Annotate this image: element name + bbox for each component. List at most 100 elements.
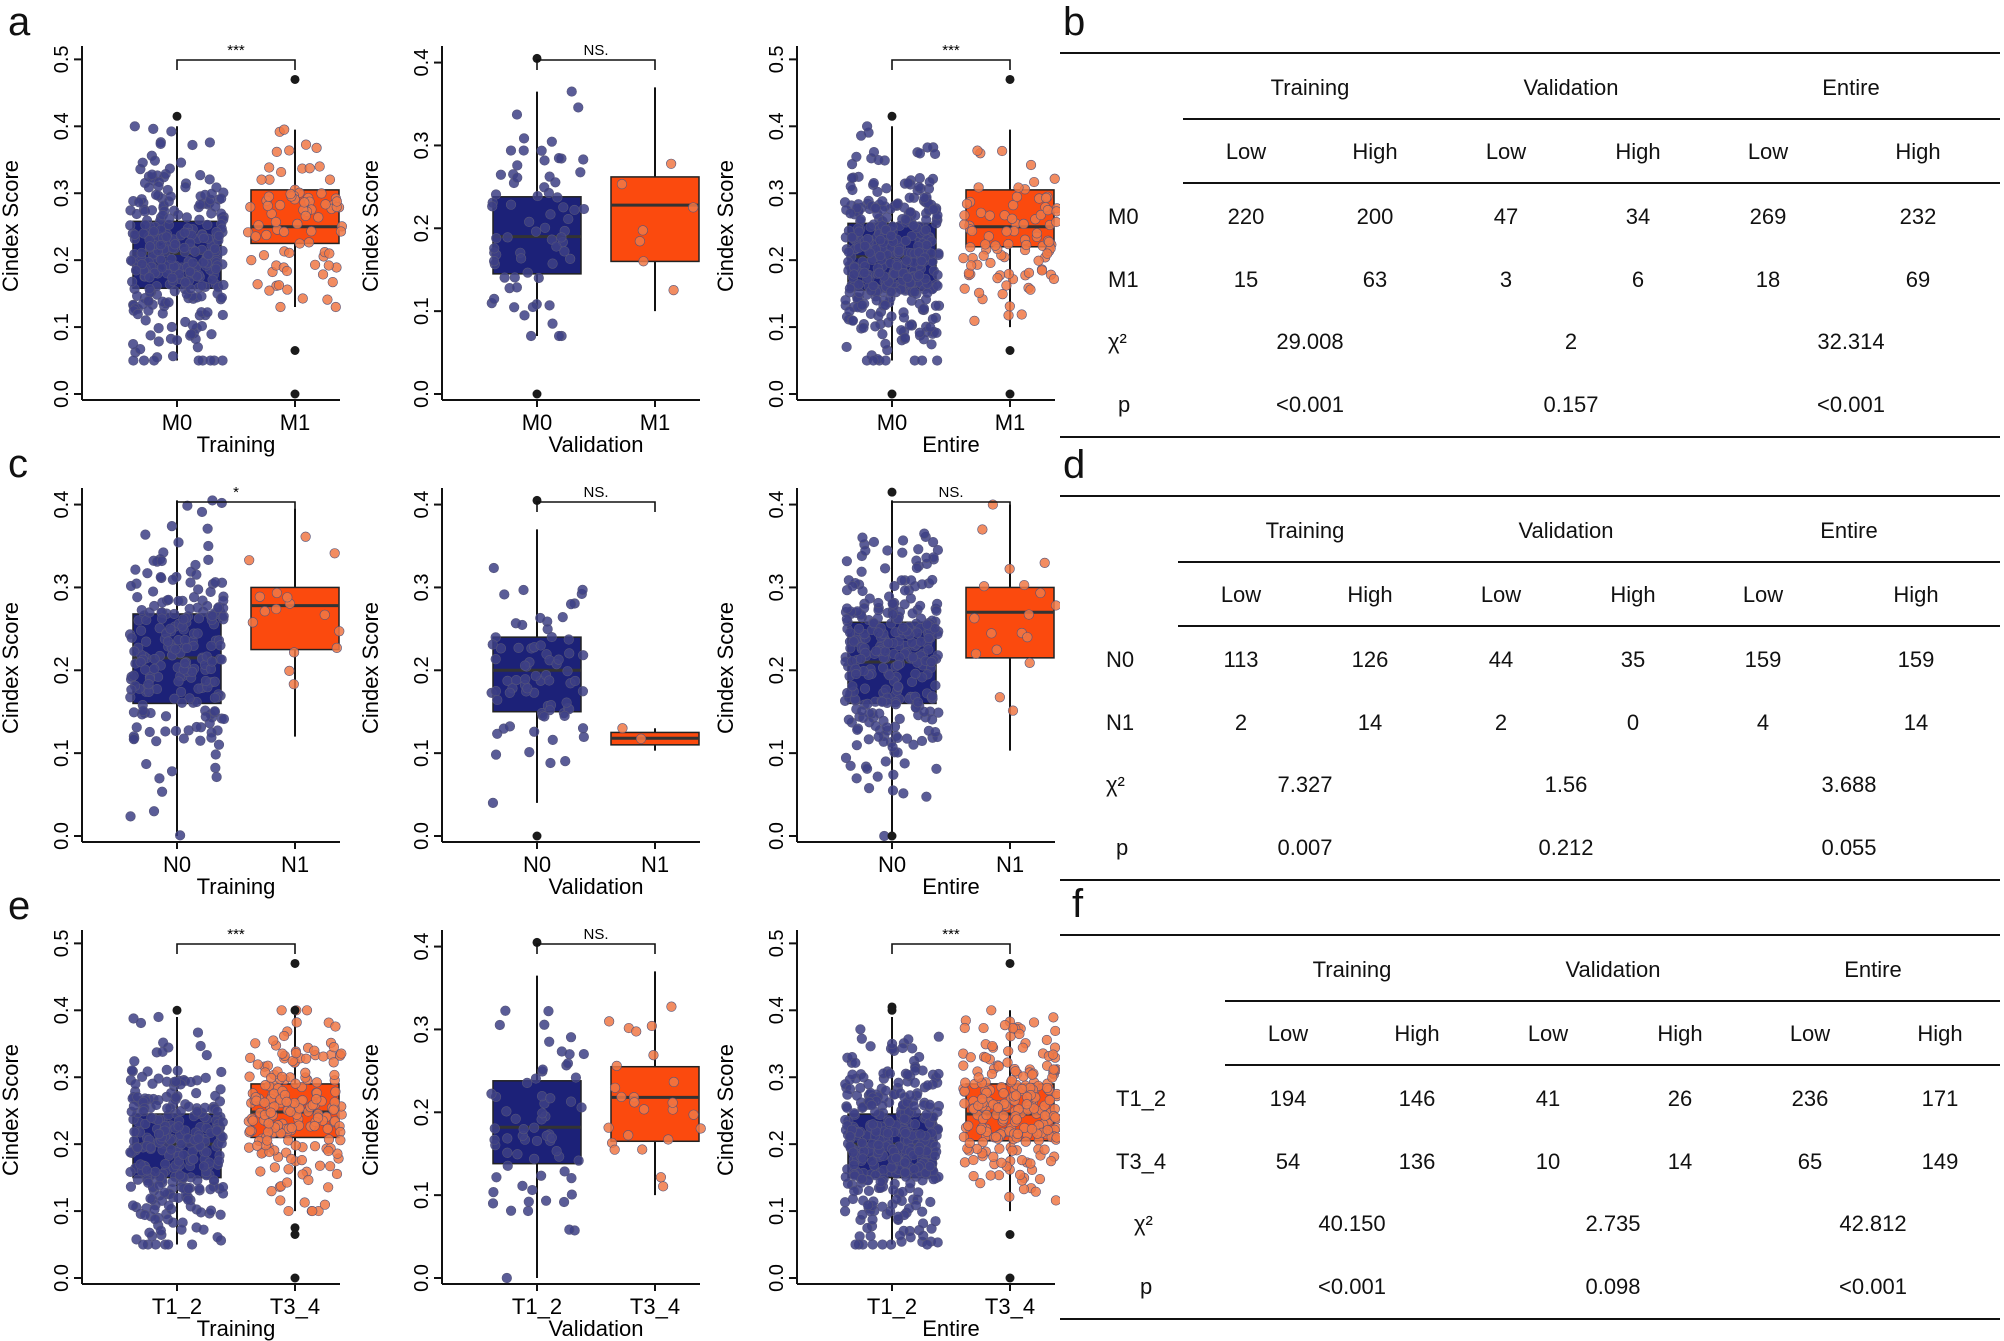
data-point	[924, 176, 935, 188]
data-point	[570, 1072, 582, 1083]
data-point	[893, 1077, 904, 1088]
data-point	[178, 733, 189, 744]
data-point	[904, 320, 915, 331]
y-tick-label: 0.0	[766, 822, 788, 850]
data-point	[877, 696, 888, 707]
data-point	[891, 1152, 902, 1164]
table-cell: 2	[1234, 710, 1248, 735]
data-point	[510, 1113, 521, 1124]
data-point	[192, 628, 203, 639]
data-point	[539, 222, 551, 233]
box	[610, 176, 700, 263]
data-point	[300, 210, 311, 222]
data-point	[908, 739, 919, 750]
data-point	[527, 301, 538, 313]
y-tick-label: 0.4	[411, 933, 433, 961]
data-point	[917, 1218, 929, 1229]
data-point	[210, 263, 222, 274]
data-point	[301, 1053, 312, 1064]
data-point	[324, 174, 336, 185]
data-point	[160, 711, 172, 722]
x-axis-label: Entire	[922, 432, 979, 457]
data-point	[1042, 248, 1053, 259]
data-point	[575, 167, 586, 178]
outlier-point	[887, 111, 897, 121]
data-point	[245, 1125, 256, 1136]
data-point	[547, 318, 558, 329]
x-axis-label: Entire	[922, 1316, 979, 1341]
data-point	[163, 594, 174, 605]
data-point	[202, 523, 213, 534]
outlier-point	[887, 1005, 897, 1015]
y-tick-label: 0.0	[411, 822, 433, 850]
table-cell: 1.56	[1544, 772, 1588, 797]
data-point	[558, 202, 569, 213]
data-point	[577, 584, 588, 595]
data-point	[181, 212, 192, 223]
data-point	[172, 209, 184, 220]
x-axis-label: Training	[197, 432, 276, 457]
data-point	[986, 1005, 997, 1016]
data-point	[125, 220, 136, 231]
data-point	[129, 121, 140, 132]
table-cell: 69	[1905, 267, 1931, 292]
data-point	[918, 1230, 929, 1241]
data-point	[263, 1118, 274, 1129]
data-point	[502, 232, 513, 243]
data-point	[848, 636, 859, 647]
data-point	[858, 1072, 869, 1083]
data-point	[887, 741, 898, 753]
data-point	[1028, 1017, 1040, 1028]
data-point	[975, 1178, 986, 1189]
data-point	[512, 1149, 523, 1160]
data-point	[855, 653, 867, 665]
data-point	[191, 569, 202, 580]
data-point	[145, 1142, 156, 1153]
data-point	[138, 1106, 149, 1117]
table-cell: 0.055	[1821, 835, 1877, 860]
data-point	[211, 771, 222, 783]
data-point	[311, 1077, 322, 1088]
data-point	[892, 659, 904, 671]
data-point	[857, 532, 868, 543]
data-point	[245, 201, 256, 213]
data-point	[565, 1032, 577, 1043]
data-point	[578, 154, 589, 165]
y-tick-label: 0.2	[766, 246, 788, 274]
data-point	[144, 272, 155, 283]
data-point	[873, 627, 884, 638]
data-point	[173, 537, 184, 548]
data-point	[907, 1043, 918, 1054]
data-point	[877, 1201, 888, 1212]
data-point	[136, 259, 148, 270]
table-rule	[1060, 436, 2000, 438]
data-point	[959, 1022, 970, 1034]
data-point	[160, 1158, 171, 1170]
data-point	[336, 1048, 347, 1059]
data-point	[914, 148, 926, 159]
data-point	[880, 338, 891, 349]
panel-label-a: a	[8, 0, 31, 44]
data-point	[216, 1066, 227, 1078]
data-point	[1008, 200, 1019, 211]
data-point	[319, 1199, 331, 1210]
significance-bracket	[891, 501, 1011, 512]
data-point	[914, 1051, 925, 1063]
data-point	[564, 1049, 575, 1060]
data-point	[318, 1051, 329, 1062]
data-point	[959, 1157, 971, 1168]
data-point	[1050, 1112, 1060, 1123]
table-cell: 54	[1275, 1149, 1301, 1174]
data-point	[617, 723, 628, 734]
data-point	[517, 1180, 528, 1192]
table-cell: 3	[1499, 267, 1513, 292]
data-point	[173, 595, 184, 607]
data-point	[292, 218, 303, 230]
data-point	[553, 330, 565, 342]
data-point	[488, 256, 500, 267]
data-point	[930, 300, 941, 311]
y-tick-label: 0.0	[766, 1264, 788, 1292]
data-point	[1049, 173, 1060, 184]
data-point	[862, 121, 873, 132]
